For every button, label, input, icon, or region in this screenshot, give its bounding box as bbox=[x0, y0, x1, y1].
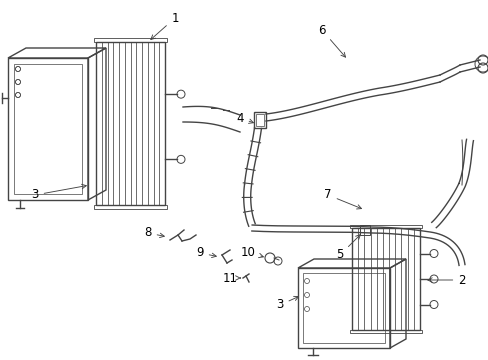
Bar bbox=[96, 42, 164, 205]
Text: 11: 11 bbox=[222, 271, 240, 284]
Text: 5: 5 bbox=[336, 235, 360, 261]
Bar bbox=[94, 205, 167, 209]
Bar bbox=[351, 228, 419, 330]
Text: 4: 4 bbox=[236, 112, 253, 125]
Text: 2: 2 bbox=[427, 274, 465, 287]
Bar bbox=[94, 38, 167, 42]
Bar bbox=[349, 330, 421, 333]
Text: 10: 10 bbox=[240, 246, 263, 258]
Text: 8: 8 bbox=[144, 226, 164, 239]
Text: 1: 1 bbox=[150, 12, 179, 40]
Text: 3: 3 bbox=[276, 296, 298, 311]
Text: 9: 9 bbox=[196, 247, 216, 260]
Text: 7: 7 bbox=[324, 189, 361, 209]
Bar bbox=[303, 273, 384, 343]
Bar bbox=[253, 112, 265, 128]
Bar bbox=[349, 225, 421, 228]
Bar bbox=[256, 114, 264, 126]
Text: 3: 3 bbox=[31, 184, 86, 202]
Bar bbox=[14, 64, 82, 194]
Bar bbox=[359, 225, 369, 235]
Text: 6: 6 bbox=[318, 23, 345, 57]
